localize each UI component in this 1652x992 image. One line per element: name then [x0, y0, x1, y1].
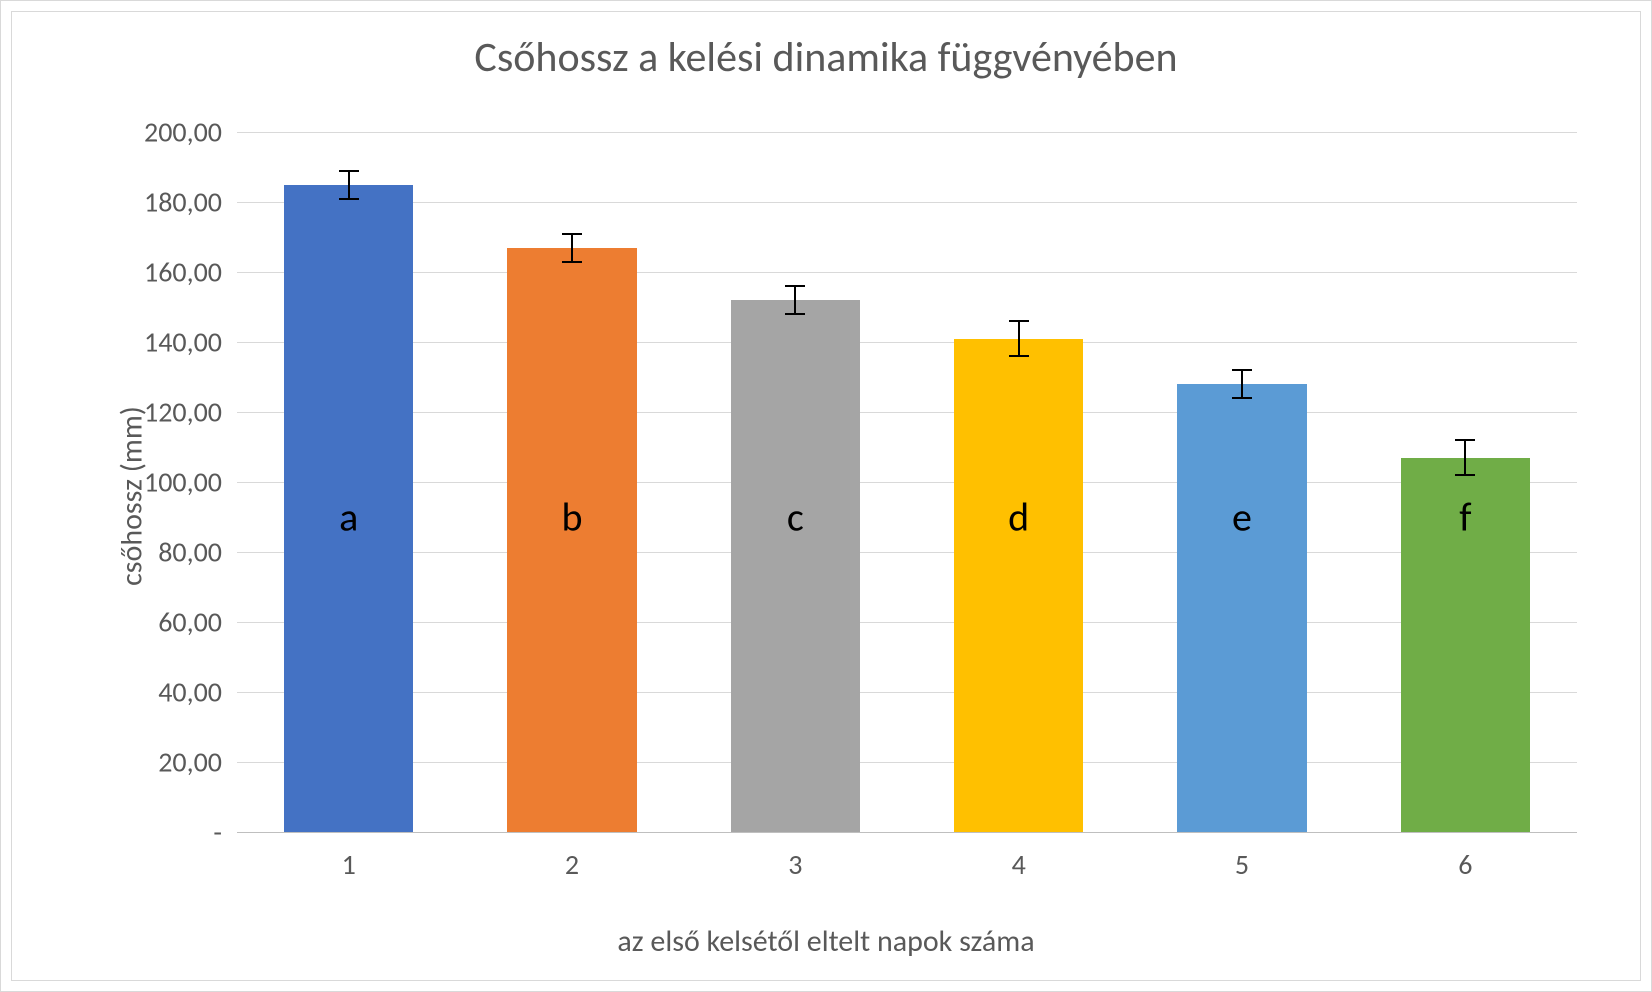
bar-letter-label: f [1459, 493, 1471, 542]
error-bar-cap [562, 261, 582, 263]
error-bar-cap [785, 285, 805, 287]
gridline [237, 272, 1577, 273]
x-tick-label: 2 [460, 847, 683, 882]
error-bar-cap [562, 233, 582, 235]
gridline [237, 762, 1577, 763]
gridline [237, 482, 1577, 483]
y-tick-label: 180,00 [102, 185, 222, 220]
y-tick-label: 120,00 [102, 395, 222, 430]
x-tick-label: 4 [907, 847, 1130, 882]
y-tick-label: 20,00 [102, 745, 222, 780]
chart-container: Csőhossz a kelési dinamika függvényében … [0, 0, 1652, 992]
bar-letter-label: c [787, 493, 804, 542]
gridline [237, 622, 1577, 623]
bar-letter-label: a [339, 493, 358, 542]
x-tick-label: 3 [684, 847, 907, 882]
bar-letter-label: d [1008, 493, 1029, 542]
x-axis-title: az első kelsétől eltelt napok száma [12, 923, 1640, 960]
error-bar-cap [1455, 439, 1475, 441]
y-tick-label: 80,00 [102, 535, 222, 570]
bar-letter-label: b [561, 493, 582, 542]
error-bar-cap [1009, 355, 1029, 357]
x-tick-label: 6 [1354, 847, 1577, 882]
error-bar-cap [785, 313, 805, 315]
y-tick-label: 200,00 [102, 115, 222, 150]
error-bar-stem [348, 171, 350, 199]
gridline [237, 132, 1577, 133]
error-bar-cap [1009, 320, 1029, 322]
bar [1177, 384, 1307, 832]
error-bar-cap [339, 170, 359, 172]
gridline [237, 202, 1577, 203]
error-bar-cap [339, 198, 359, 200]
chart-inner: Csőhossz a kelési dinamika függvényében … [11, 11, 1641, 981]
y-tick-label: 140,00 [102, 325, 222, 360]
y-tick-label: - [102, 815, 222, 850]
y-tick-label: 100,00 [102, 465, 222, 500]
gridline [237, 552, 1577, 553]
error-bar-cap [1232, 369, 1252, 371]
error-bar-stem [794, 286, 796, 314]
bar-letter-label: e [1232, 493, 1252, 542]
y-tick-label: 60,00 [102, 605, 222, 640]
error-bar-cap [1455, 474, 1475, 476]
error-bar-stem [1018, 321, 1020, 356]
error-bar-stem [1241, 370, 1243, 398]
error-bar-stem [571, 234, 573, 262]
bar [954, 339, 1084, 833]
chart-title: Csőhossz a kelési dinamika függvényében [12, 32, 1640, 83]
x-tick-label: 1 [237, 847, 460, 882]
bar [731, 300, 861, 832]
gridline [237, 832, 1577, 833]
y-tick-label: 40,00 [102, 675, 222, 710]
error-bar-stem [1464, 440, 1466, 475]
error-bar-cap [1232, 397, 1252, 399]
plot-area: -20,0040,0060,0080,00100,00120,00140,001… [237, 132, 1577, 832]
x-tick-label: 5 [1130, 847, 1353, 882]
y-tick-label: 160,00 [102, 255, 222, 290]
gridline [237, 412, 1577, 413]
gridline [237, 342, 1577, 343]
gridline [237, 692, 1577, 693]
